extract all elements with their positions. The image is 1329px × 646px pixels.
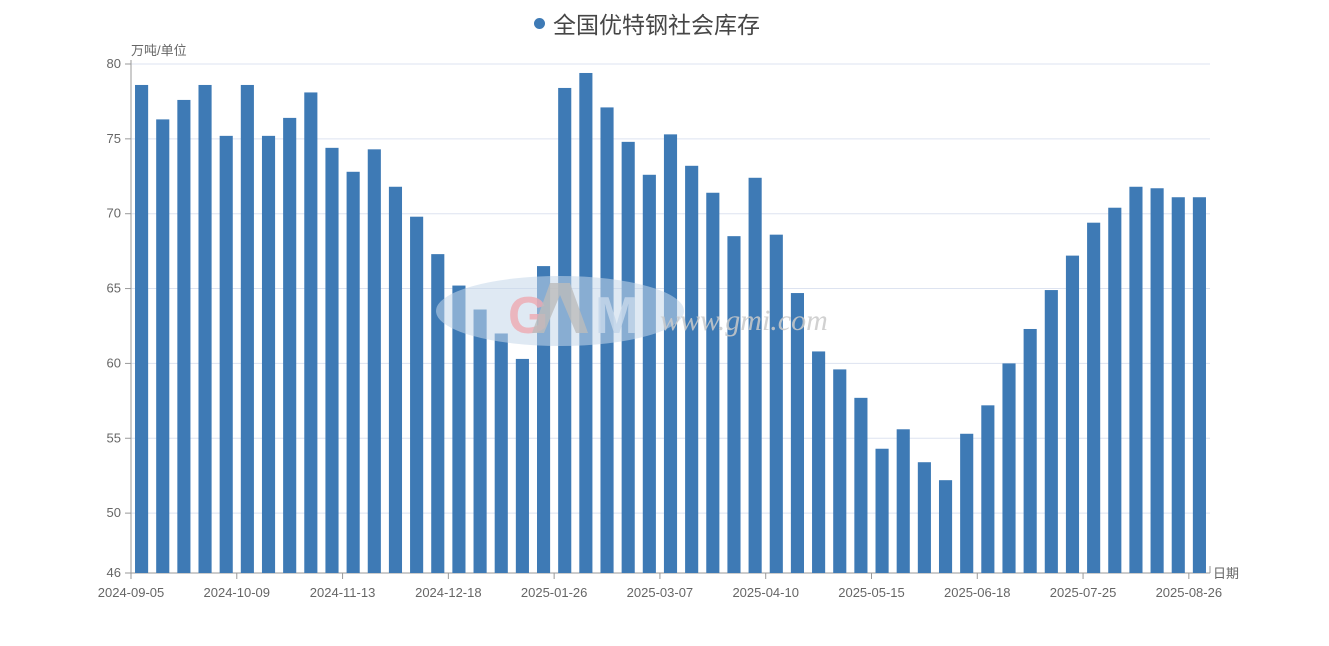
svg-text:70: 70 <box>107 206 121 221</box>
svg-text:2024-11-13: 2024-11-13 <box>310 585 376 600</box>
svg-text:2024-09-05: 2024-09-05 <box>98 585 165 600</box>
svg-text:75: 75 <box>107 131 121 146</box>
svg-text:50: 50 <box>107 505 121 520</box>
svg-text:2025-08-26: 2025-08-26 <box>1156 585 1223 600</box>
svg-text:2025-03-07: 2025-03-07 <box>627 585 694 600</box>
svg-text:2024-12-18: 2024-12-18 <box>415 585 482 600</box>
svg-text:M: M <box>595 287 638 345</box>
svg-text:2025-06-18: 2025-06-18 <box>944 585 1011 600</box>
svg-text:2025-01-26: 2025-01-26 <box>521 585 588 600</box>
svg-text:80: 80 <box>107 56 121 71</box>
svg-text:www.gmi.com: www.gmi.com <box>660 304 828 337</box>
svg-text:2024-10-09: 2024-10-09 <box>204 585 271 600</box>
svg-text:2025-07-25: 2025-07-25 <box>1050 585 1117 600</box>
svg-text:2025-04-10: 2025-04-10 <box>732 585 799 600</box>
svg-text:2025-05-15: 2025-05-15 <box>838 585 905 600</box>
svg-text:55: 55 <box>107 430 121 445</box>
svg-text:46: 46 <box>107 565 121 580</box>
svg-text:60: 60 <box>107 355 121 370</box>
svg-text:65: 65 <box>107 281 121 296</box>
